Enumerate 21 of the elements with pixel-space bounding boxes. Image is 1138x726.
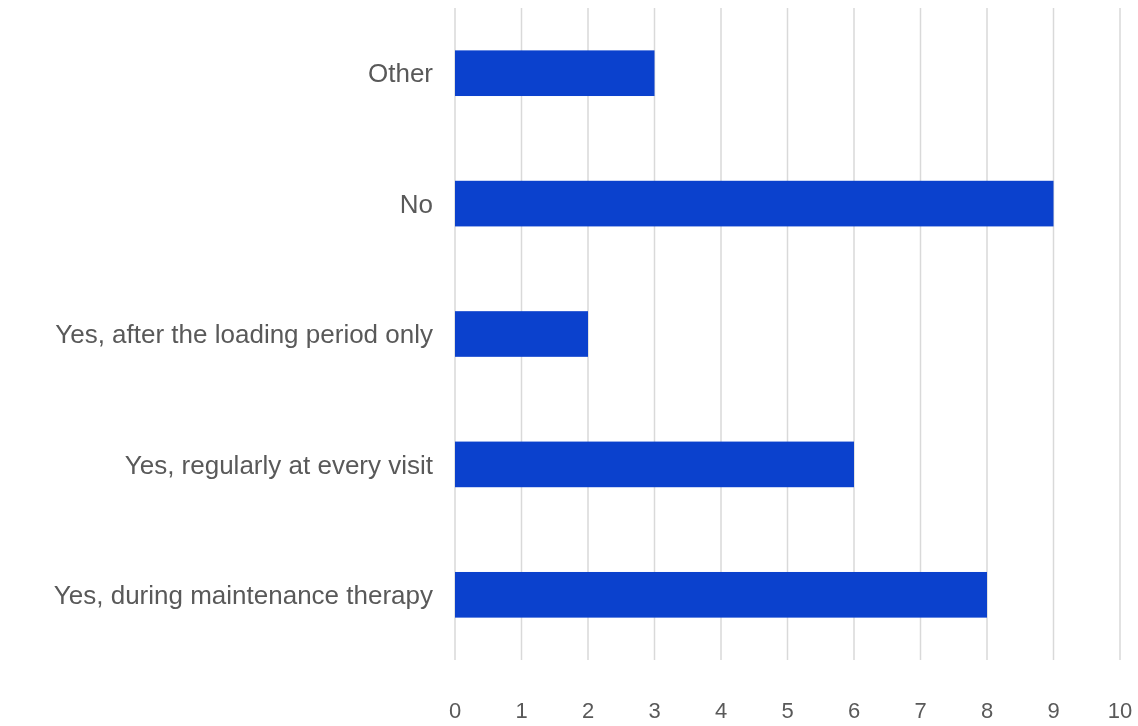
x-tick-label: 0: [448, 698, 462, 723]
x-tick-label: 5: [781, 698, 794, 723]
y-tick-label: Yes, during maintenance therapy: [53, 579, 433, 610]
x-tick-label: 3: [648, 698, 661, 723]
x-tick-label: 8: [980, 698, 994, 723]
x-tick-label: 4: [714, 698, 728, 723]
bar: [455, 441, 854, 488]
bar: [455, 180, 1054, 227]
y-tick-label: Yes, regularly at every visit: [124, 449, 434, 480]
y-tick-label: Yes, after the loading period only: [55, 319, 433, 350]
x-tick-label: 2: [581, 698, 595, 723]
x-tick-label: 1: [515, 698, 528, 723]
x-tick-label: 6: [847, 698, 861, 723]
x-tick-label: 7: [914, 698, 927, 723]
x-tick-label: 10: [1107, 698, 1133, 723]
y-tick-label: No: [399, 188, 433, 219]
bar: [455, 50, 655, 97]
bar: [455, 571, 987, 618]
bar: [455, 311, 588, 357]
y-tick-label: Other: [367, 58, 434, 89]
x-tick-label: 9: [1047, 698, 1060, 723]
